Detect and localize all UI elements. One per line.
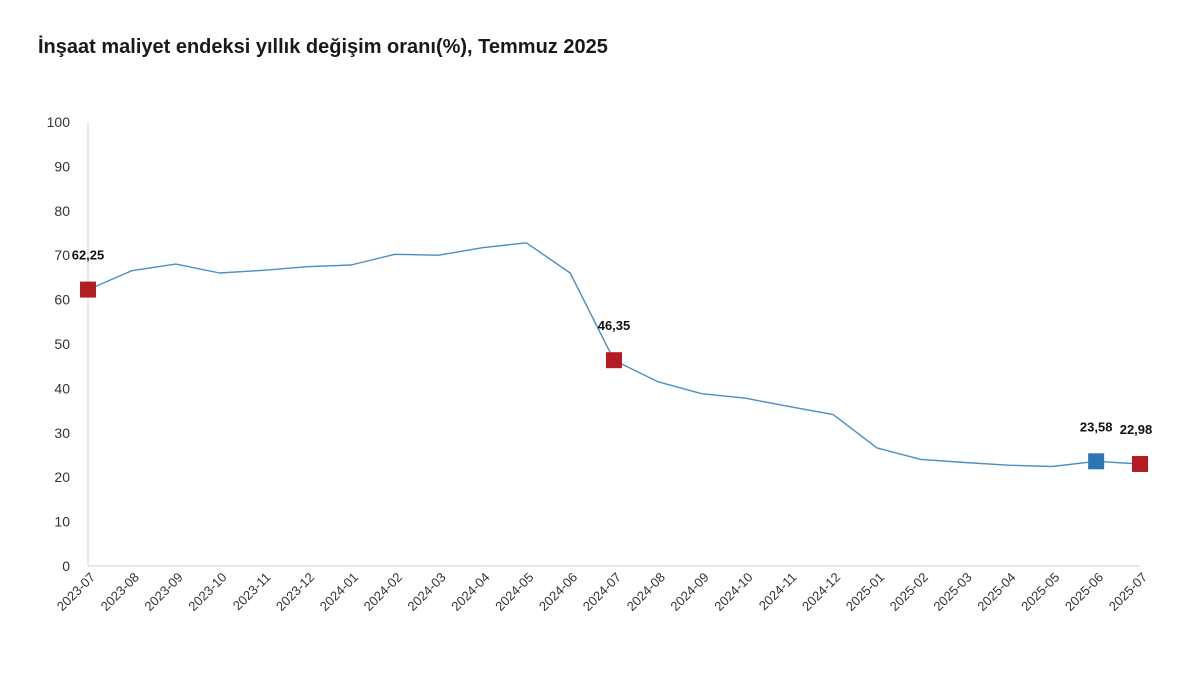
x-tick-label: 2023-08 bbox=[98, 570, 142, 614]
x-tick-label: 2025-03 bbox=[930, 570, 974, 614]
x-tick-label: 2023-12 bbox=[273, 570, 317, 614]
data-point bbox=[481, 246, 485, 250]
x-tick-label: 2025-06 bbox=[1062, 570, 1106, 614]
data-label: 23,58 bbox=[1080, 419, 1113, 434]
data-point bbox=[174, 262, 178, 266]
data-point bbox=[349, 263, 353, 267]
data-point bbox=[1007, 463, 1011, 467]
highlight-marker bbox=[1132, 455, 1148, 472]
data-point bbox=[787, 405, 791, 409]
x-tick-label: 2025-04 bbox=[974, 570, 1018, 614]
y-tick-label: 40 bbox=[54, 380, 70, 396]
data-point bbox=[524, 241, 528, 245]
highlight-marker bbox=[606, 352, 622, 369]
data-point bbox=[261, 268, 265, 272]
data-label-layer: 62,25 46,35 23,58 22,98 bbox=[72, 248, 1153, 437]
x-tick-label: 2024-06 bbox=[536, 570, 580, 614]
data-label: 62,25 bbox=[72, 248, 105, 263]
data-point bbox=[218, 271, 222, 275]
x-tick-label: 2024-08 bbox=[624, 570, 668, 614]
data-point bbox=[568, 271, 572, 275]
data-point bbox=[875, 446, 879, 450]
y-tick-label: 70 bbox=[54, 247, 70, 263]
data-point bbox=[437, 253, 441, 257]
x-tick-label: 2025-02 bbox=[887, 570, 931, 614]
x-tick-label: 2023-10 bbox=[185, 570, 229, 614]
x-tick-label: 2024-05 bbox=[492, 570, 536, 614]
data-point bbox=[656, 380, 660, 384]
marker-layer bbox=[80, 281, 1148, 472]
y-tick-label: 30 bbox=[54, 425, 70, 441]
y-tick-label: 100 bbox=[47, 114, 71, 130]
data-label: 46,35 bbox=[598, 318, 631, 333]
y-axis: 0 10 20 30 40 50 60 70 80 90 100 bbox=[47, 114, 89, 574]
y-tick-label: 60 bbox=[54, 292, 70, 308]
x-tick-label: 2024-02 bbox=[361, 570, 405, 614]
x-axis: 2023-07 2023-08 2023-09 2023-10 2023-11 2023-… bbox=[54, 565, 1150, 614]
x-tick-label: 2024-04 bbox=[448, 570, 492, 614]
x-tick-label: 2024-07 bbox=[580, 570, 624, 614]
x-tick-label: 2023-11 bbox=[230, 570, 274, 614]
data-point bbox=[831, 413, 835, 417]
x-tick-label: 2023-09 bbox=[141, 570, 185, 614]
x-tick-label: 2023-07 bbox=[54, 570, 98, 614]
highlight-marker bbox=[1088, 453, 1105, 470]
data-point bbox=[700, 392, 704, 396]
y-tick-label: 50 bbox=[54, 336, 70, 352]
y-tick-label: 10 bbox=[54, 514, 70, 530]
data-label: 22,98 bbox=[1120, 422, 1153, 437]
data-point bbox=[919, 457, 923, 461]
data-point bbox=[305, 265, 309, 269]
y-tick-label: 0 bbox=[62, 558, 70, 574]
y-tick-label: 90 bbox=[54, 158, 70, 174]
chart-title: İnşaat maliyet endeksi yıllık değişim or… bbox=[38, 36, 608, 58]
data-point bbox=[1050, 465, 1054, 469]
x-tick-label: 2024-09 bbox=[667, 570, 711, 614]
x-tick-label: 2025-01 bbox=[843, 570, 887, 614]
x-tick-label: 2024-11 bbox=[756, 570, 800, 614]
y-tick-label: 80 bbox=[54, 203, 70, 219]
x-tick-label: 2025-07 bbox=[1106, 570, 1150, 614]
highlight-marker bbox=[80, 281, 96, 298]
data-point bbox=[130, 269, 134, 273]
x-tick-label: 2024-10 bbox=[711, 570, 755, 614]
y-tick-label: 20 bbox=[54, 469, 70, 485]
data-point bbox=[963, 461, 967, 465]
x-tick-label: 2025-05 bbox=[1018, 570, 1062, 614]
data-point bbox=[744, 396, 748, 400]
x-tick-label: 2024-01 bbox=[317, 570, 361, 614]
data-point bbox=[393, 252, 397, 256]
x-tick-label: 2024-12 bbox=[799, 570, 843, 614]
x-tick-label: 2024-03 bbox=[404, 570, 448, 614]
